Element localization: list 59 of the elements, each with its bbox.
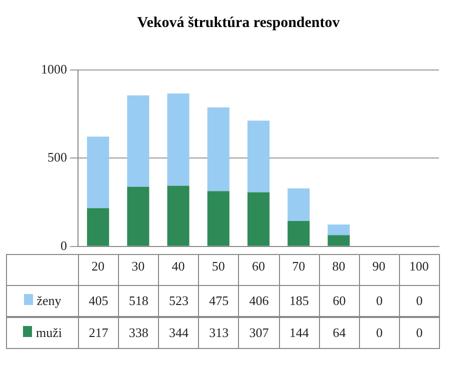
data-label: 344 — [169, 325, 189, 342]
y-tick-label: 1000 — [41, 61, 67, 76]
x-tick-label: 30 — [132, 258, 145, 274]
data-label: 338 — [128, 325, 148, 342]
data-label: 0 — [416, 293, 423, 310]
data-label: 64 — [332, 325, 346, 342]
data-label: 185 — [289, 293, 309, 310]
x-tick-label: 100 — [409, 258, 429, 274]
data-label: 518 — [128, 293, 148, 310]
table-cell: 64 — [318, 317, 360, 350]
bar — [127, 95, 150, 187]
bar — [207, 191, 230, 246]
table-cell: 0 — [358, 317, 400, 350]
x-tick-label: 70 — [292, 258, 306, 274]
bar — [207, 107, 230, 192]
bar — [167, 186, 190, 246]
y-tick-label: 0 — [60, 238, 67, 253]
legend-label: muži — [35, 325, 62, 342]
data-label: 0 — [376, 325, 383, 342]
table-cell: 344 — [158, 317, 200, 350]
table-cell: 0 — [398, 317, 440, 350]
data-label: 0 — [376, 293, 383, 310]
bar — [87, 208, 110, 246]
chart-title: Veková štruktúra respondentov — [137, 14, 340, 31]
table-cell: ženy — [6, 285, 79, 318]
table-cell: 313 — [198, 317, 240, 350]
x-tick-label: 20 — [92, 258, 105, 274]
data-label: 144 — [289, 325, 309, 342]
bar — [87, 136, 110, 208]
data-label: 475 — [209, 293, 229, 310]
table-cell: 217 — [78, 317, 120, 350]
table-cell: 338 — [118, 317, 160, 350]
data-label: 523 — [169, 293, 189, 310]
x-tick-label: 40 — [172, 258, 185, 274]
bar — [247, 120, 270, 192]
bar — [328, 224, 350, 236]
data-label: 60 — [332, 293, 346, 310]
data-label: 313 — [209, 325, 229, 342]
bar — [247, 192, 270, 246]
data-label: 307 — [249, 325, 269, 342]
bar — [328, 235, 350, 246]
x-tick-label: 90 — [372, 258, 386, 274]
x-tick-label: 80 — [332, 258, 346, 274]
data-label: 0 — [416, 325, 423, 342]
data-label: 217 — [88, 325, 108, 342]
data-label: 405 — [88, 293, 108, 310]
bar — [167, 93, 190, 186]
legend-label: ženy — [36, 293, 62, 310]
x-tick-label: 60 — [252, 258, 265, 274]
table-cell: 307 — [238, 317, 280, 350]
bar — [288, 188, 310, 221]
table-cell: 0 — [398, 285, 440, 318]
data-label: 406 — [249, 293, 269, 310]
table-cell: 144 — [278, 317, 320, 350]
y-tick-label: 500 — [48, 150, 67, 165]
bar — [127, 186, 150, 246]
x-tick-label: 50 — [212, 258, 225, 274]
table-cell: muži — [6, 317, 79, 350]
bar — [288, 221, 310, 246]
